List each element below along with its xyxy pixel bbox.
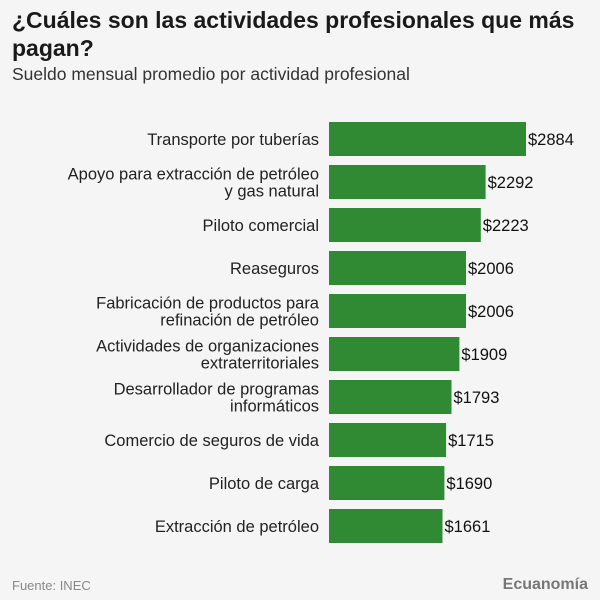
chart-title: ¿Cuáles son las actividades profesionale… [12,7,575,61]
category-label: Extracción de petróleo [155,518,319,536]
category-label: Reaseguros [230,260,319,278]
data-label: $1715 [448,432,494,450]
bar [329,509,443,543]
data-label: $1909 [461,346,507,364]
category-label: Fabricación de productos para [96,295,320,313]
bar [329,122,526,156]
source-note: Fuente: INEC [12,578,91,593]
chart-subtitle: Sueldo mensual promedio por actividad pr… [12,64,410,84]
data-label: $2884 [528,131,574,149]
category-label: Piloto de carga [209,475,320,493]
category-label: Transporte por tuberías [147,131,319,149]
bar [329,165,486,199]
bar [329,208,481,242]
brand-logo: Ecuanomía [502,576,588,593]
category-label: Actividades de organizaciones [96,338,319,356]
category-label: y gas natural [225,183,319,201]
category-label: Comercio de seguros de vida [104,432,319,450]
bar [329,380,452,414]
category-label: Piloto comercial [203,217,319,235]
category-label: Desarrollador de programas [114,381,319,399]
category-label: Apoyo para extracción de petróleo [68,166,319,184]
category-label: extraterritoriales [201,355,319,373]
bar [329,251,466,285]
category-label: refinación de petróleo [160,312,319,330]
bar [329,337,460,371]
data-label: $1690 [446,475,492,493]
data-label: $2006 [468,303,514,321]
data-label: $1793 [454,389,500,407]
bar [329,423,447,457]
category-label: informáticos [230,398,319,416]
data-label: $2223 [483,217,529,235]
data-label: $2006 [468,260,514,278]
data-label: $2292 [488,174,534,192]
bar [329,294,466,328]
bar [329,466,445,500]
data-label: $1661 [445,518,491,536]
